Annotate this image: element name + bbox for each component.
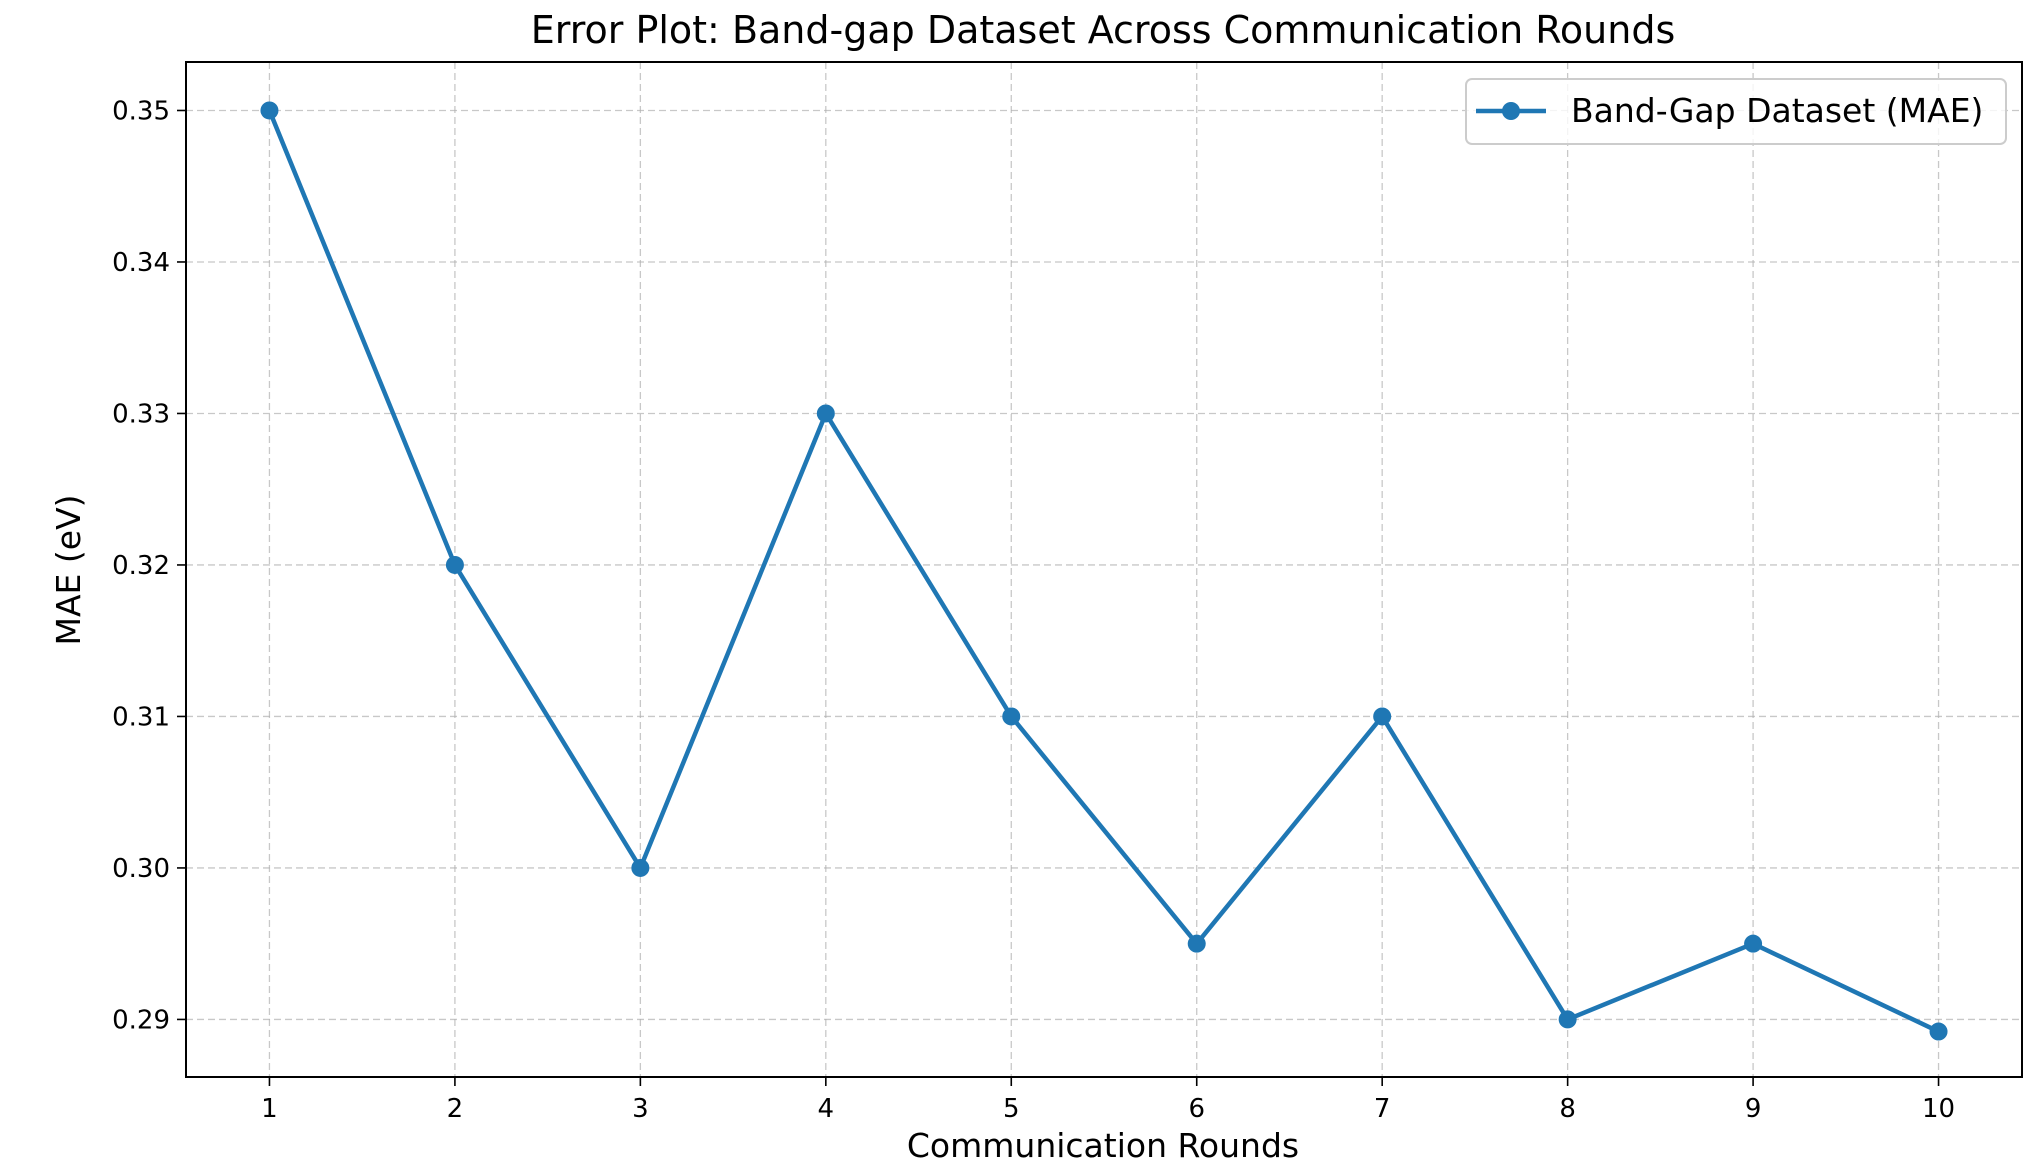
data-point-marker: [1929, 1022, 1948, 1041]
x-tick-label: 3: [632, 1094, 649, 1124]
x-axis-label: Communication Rounds: [907, 1126, 1299, 1165]
x-tick-label: 2: [447, 1094, 464, 1124]
x-tick-label: 4: [818, 1094, 835, 1124]
data-point-marker: [1002, 707, 1021, 726]
data-point-marker: [1373, 707, 1392, 726]
x-tick-label: 10: [1922, 1094, 1955, 1124]
x-tick-label: 6: [1188, 1094, 1205, 1124]
data-point-marker: [445, 555, 464, 574]
y-axis-label: MAE (eV): [49, 494, 88, 645]
y-tick-label: 0.29: [112, 1005, 170, 1035]
legend: Band-Gap Dataset (MAE): [1465, 78, 2007, 145]
x-tick-label: 1: [261, 1094, 278, 1124]
y-tick-label: 0.32: [112, 551, 170, 581]
data-point-marker: [816, 404, 835, 423]
y-tick-label: 0.30: [112, 854, 170, 884]
axis-ticks: 1 2 3 4 5 6 7 8 9 10 0.29 0.30 0.31 0.32 0.33 0.34 0.35: [112, 96, 1955, 1124]
data-point-marker: [1558, 1010, 1577, 1029]
y-tick-label: 0.35: [112, 96, 170, 126]
x-tick-label: 5: [1003, 1094, 1020, 1124]
x-tick-label: 9: [1745, 1094, 1762, 1124]
data-point-marker: [1187, 934, 1206, 953]
data-point-marker: [631, 858, 650, 877]
y-tick-label: 0.34: [112, 248, 170, 278]
series-line: [267, 108, 1941, 1034]
legend-series-marker: [1502, 102, 1520, 120]
legend-box: [1465, 78, 2007, 145]
data-point-marker: [260, 101, 279, 120]
series-layer: [260, 101, 1948, 1041]
data-point-marker: [1744, 934, 1763, 953]
plot-area-frame: [185, 61, 2023, 1078]
y-tick-label: 0.31: [112, 702, 170, 732]
y-tick-label: 0.33: [112, 399, 170, 429]
x-tick-label: 8: [1559, 1094, 1576, 1124]
legend-series-label: Band-Gap Dataset (MAE): [1571, 91, 1983, 130]
x-tick-label: 7: [1374, 1094, 1391, 1124]
chart-title: Error Plot: Band-gap Dataset Across Comm…: [531, 8, 1676, 52]
